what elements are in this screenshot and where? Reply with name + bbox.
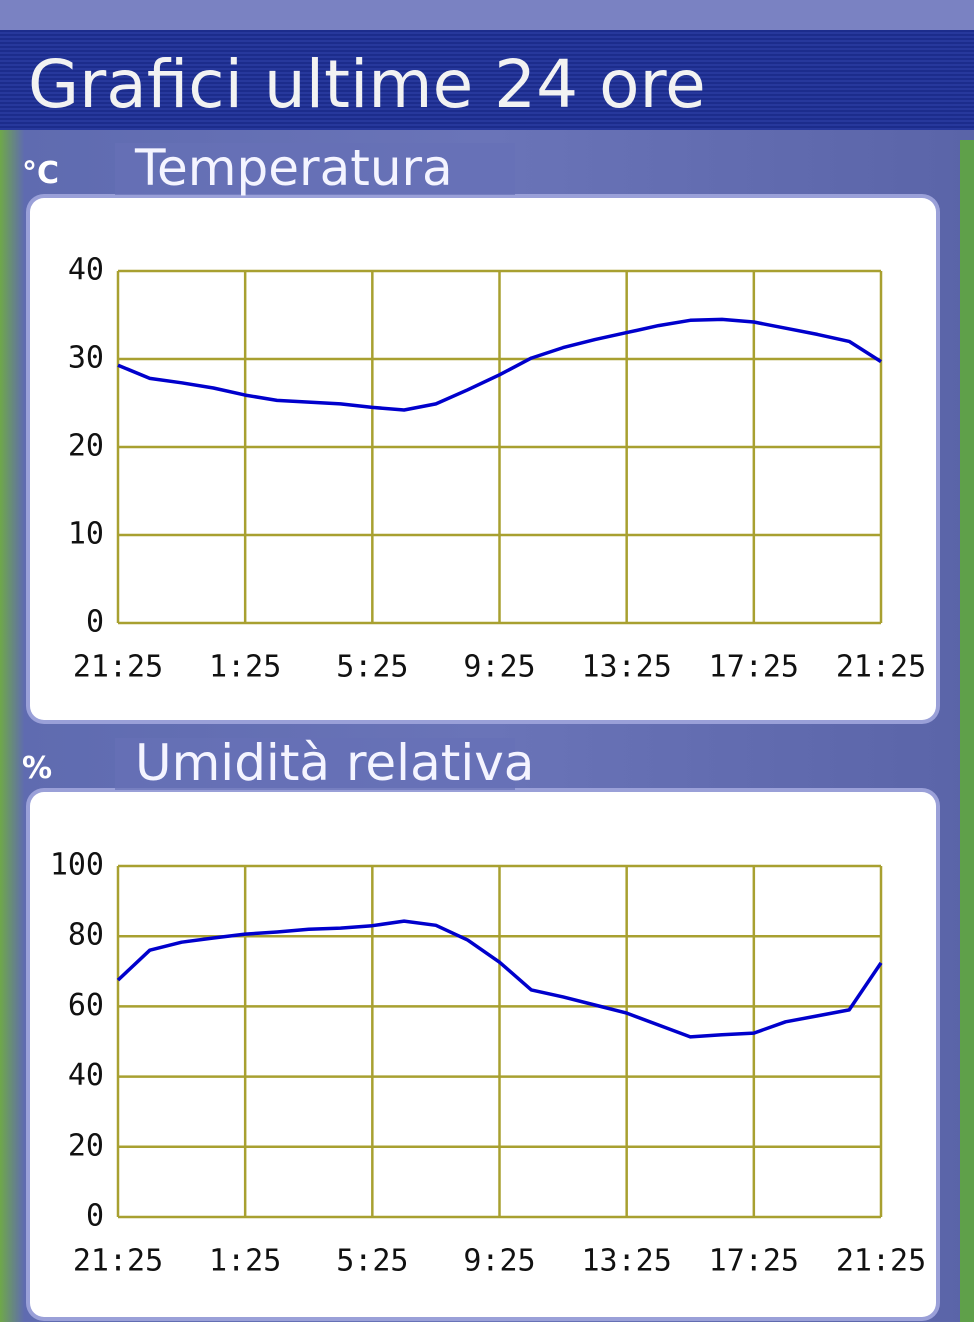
y-tick-label: 0 [86, 605, 104, 640]
panel [30, 792, 936, 1317]
data-line [116, 919, 883, 1039]
charts: Temperatura °C 0 10 20 30 40 21:25 1:25 5:25 9:25 1… [22, 139, 940, 1321]
y-tick-label: 100 [50, 848, 104, 883]
page-title: Grafici ultime 24 ore [28, 46, 706, 123]
y-tick-label: 20 [68, 429, 104, 464]
chart-title: Temperatura [134, 139, 453, 197]
x-tick-label: 17:25 [709, 650, 799, 685]
right-edge [960, 140, 974, 1322]
y-tick-label: 60 [68, 988, 104, 1023]
x-tick-label: 21:25 [836, 1244, 926, 1279]
x-tick-label: 5:25 [336, 650, 408, 685]
top-strip [0, 0, 974, 30]
y-tick-label: 40 [68, 253, 104, 288]
x-tick-label: 17:25 [709, 1244, 799, 1279]
x-tick-label: 1:25 [209, 1244, 281, 1279]
y-tick-label: 20 [68, 1128, 104, 1163]
chart-title: Umidità relativa [135, 734, 534, 792]
panel [30, 198, 936, 720]
data-line [117, 317, 882, 412]
x-tick-label: 21:25 [73, 1244, 163, 1279]
x-tick-label: 1:25 [209, 650, 281, 685]
x-tick-label: 13:25 [582, 1244, 672, 1279]
y-tick-label: 10 [68, 517, 104, 552]
title-tab [115, 738, 515, 790]
y-unit: % [22, 751, 52, 786]
y-tick-label: 30 [68, 341, 104, 376]
x-tick-label: 21:25 [73, 650, 163, 685]
y-unit: °C [22, 156, 59, 191]
y-tick-label: 0 [86, 1199, 104, 1234]
title-tab [115, 143, 515, 195]
x-tick-label: 13:25 [582, 650, 672, 685]
header-bar [0, 30, 974, 130]
x-tick-label: 9:25 [463, 650, 535, 685]
x-tick-label: 9:25 [463, 1244, 535, 1279]
x-tick-label: 5:25 [336, 1244, 408, 1279]
y-tick-label: 40 [68, 1058, 104, 1093]
y-tick-label: 80 [68, 918, 104, 953]
x-tick-label: 21:25 [836, 650, 926, 685]
